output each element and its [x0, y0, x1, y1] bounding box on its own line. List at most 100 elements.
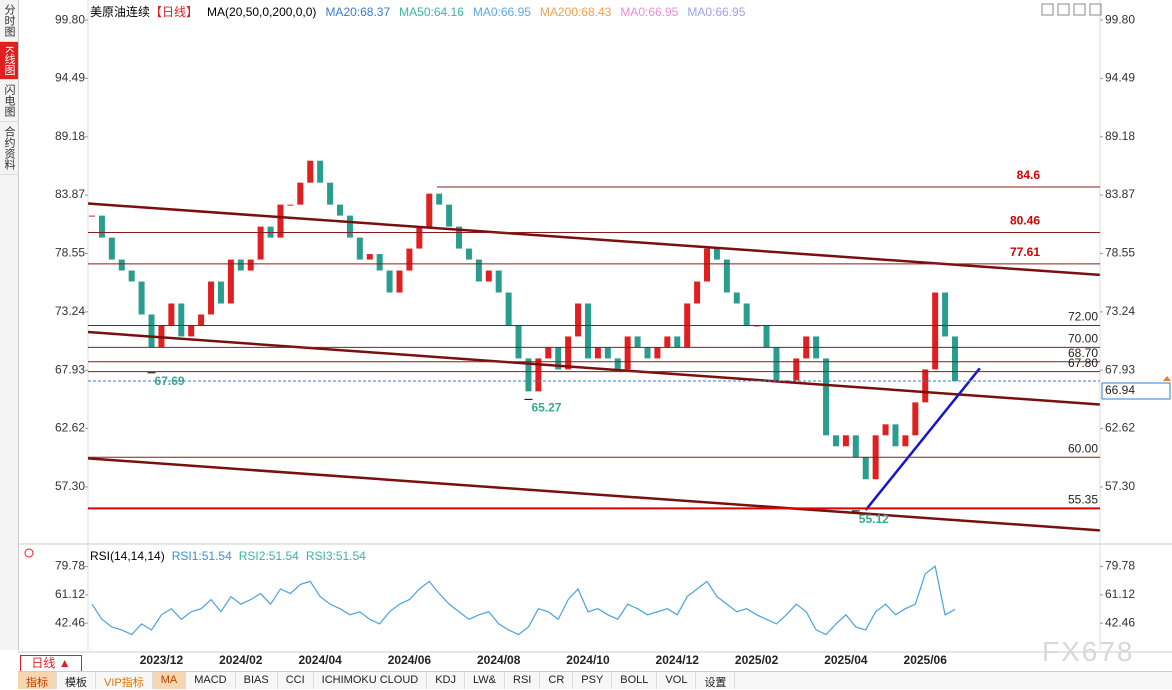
toolbar-item[interactable]: 设置 [696, 672, 736, 689]
tab[interactable]: 分时图 [0, 0, 18, 42]
arrow-icon [1163, 376, 1171, 381]
candle [922, 369, 929, 403]
toolbar-item[interactable]: MACD [186, 672, 236, 689]
candle [773, 347, 780, 381]
last-price-label: 66.94 [1105, 383, 1135, 397]
y-tick-label: 61.12 [55, 587, 85, 601]
toolbar-item[interactable]: BOLL [612, 672, 658, 689]
candle [257, 226, 264, 260]
level-label: 80.46 [1010, 214, 1040, 228]
candle [862, 457, 869, 480]
toolbar-item[interactable]: BIAS [236, 672, 278, 689]
candle [644, 347, 651, 359]
toolbar-item[interactable]: CR [540, 672, 574, 689]
candle [98, 215, 105, 238]
candle [852, 435, 859, 458]
x-tick-label: 2024/02 [219, 653, 263, 667]
candle [614, 358, 621, 370]
settings-icon[interactable] [24, 548, 34, 558]
x-tick-label: 2024/12 [656, 653, 700, 667]
candle [664, 336, 671, 348]
candle [763, 325, 770, 348]
ma-legend: MA0:66.95 [620, 5, 679, 19]
candle [713, 248, 720, 260]
y-tick-label: 99.80 [1105, 12, 1135, 26]
level-label: 77.61 [1010, 245, 1040, 259]
y-tick-label: 83.87 [55, 187, 85, 201]
tab[interactable]: 合约资料 [0, 122, 18, 176]
toolbar-item[interactable]: PSY [573, 672, 613, 689]
candle [217, 281, 224, 304]
candle [723, 259, 730, 293]
tab[interactable]: K线图 [0, 42, 18, 81]
trend-line [87, 457, 1100, 532]
candle [188, 325, 195, 337]
toolbar-item[interactable]: VIP指标 [96, 672, 153, 689]
candle [307, 160, 314, 183]
candle [912, 402, 919, 436]
candle [594, 347, 601, 359]
sidebar: 分时图 K线图 闪电图 合约资料 [0, 0, 19, 650]
level-label: 60.00 [1068, 441, 1098, 455]
candle [823, 358, 830, 436]
candle [138, 281, 145, 315]
candle [148, 314, 155, 348]
ma-legend: MA20:68.37 [325, 5, 391, 19]
toolbar-item[interactable]: MA [152, 672, 187, 689]
low-label: 65.27 [531, 401, 561, 415]
candle [416, 226, 423, 249]
rsi-legend: RSI3:51.54 [305, 549, 366, 563]
y-tick-label: 94.49 [1105, 71, 1135, 85]
candle [247, 259, 254, 271]
x-tick-label: 2024/06 [388, 653, 432, 667]
period-button[interactable]: 日线 ▲ [20, 655, 82, 672]
toolbar-item[interactable]: LW& [465, 672, 506, 689]
candle [208, 281, 215, 315]
candle [426, 193, 433, 227]
low-label: 55.12 [859, 512, 889, 526]
candle [485, 270, 492, 282]
y-tick-label: 78.55 [55, 246, 85, 260]
toolbar-item[interactable]: ICHIMOKU CLOUD [314, 672, 428, 689]
y-tick-label: 42.46 [1105, 615, 1135, 629]
candle [317, 160, 324, 183]
toolbar-item[interactable]: 模板 [57, 672, 96, 689]
candle [465, 248, 472, 260]
period: 【日线】 [150, 5, 199, 19]
candle [396, 270, 403, 293]
toolbar-item[interactable]: VOL [657, 672, 697, 689]
candle [793, 358, 800, 381]
rsi-legend: RSI2:51.54 [238, 549, 299, 563]
candle [456, 226, 463, 249]
x-tick-label: 2025/02 [735, 653, 779, 667]
candle [575, 303, 582, 337]
y-tick-label: 57.30 [1105, 479, 1135, 493]
toolbar-item[interactable]: RSI [505, 672, 541, 689]
candle [842, 435, 849, 447]
candle [406, 248, 413, 271]
candle [366, 254, 373, 260]
candle [525, 358, 532, 392]
candle [475, 259, 482, 282]
toolbar-item[interactable]: 指标 [18, 672, 57, 689]
y-tick-label: 89.18 [55, 129, 85, 143]
title: 美原油连续 [90, 5, 151, 19]
tab[interactable]: 闪电图 [0, 80, 18, 123]
toolbar-item[interactable]: KDJ [427, 672, 465, 689]
candle [624, 336, 631, 370]
toolbar-icons [1041, 3, 1102, 16]
candle [336, 204, 343, 216]
candle [297, 182, 304, 205]
candle [495, 270, 502, 293]
toolbar-item[interactable]: CCI [278, 672, 314, 689]
candle [604, 347, 611, 359]
candle [118, 259, 125, 271]
candle [902, 435, 909, 447]
rsi-line [91, 565, 956, 636]
toolbar: 指标 模板 VIP指标 MA MACD BIAS CCI ICHIMOKU CLOUD KDJ L… [18, 671, 1172, 689]
y-tick-label: 67.93 [55, 362, 85, 376]
candle [277, 204, 284, 238]
y-tick-label: 61.12 [1105, 587, 1135, 601]
candle [356, 237, 363, 260]
